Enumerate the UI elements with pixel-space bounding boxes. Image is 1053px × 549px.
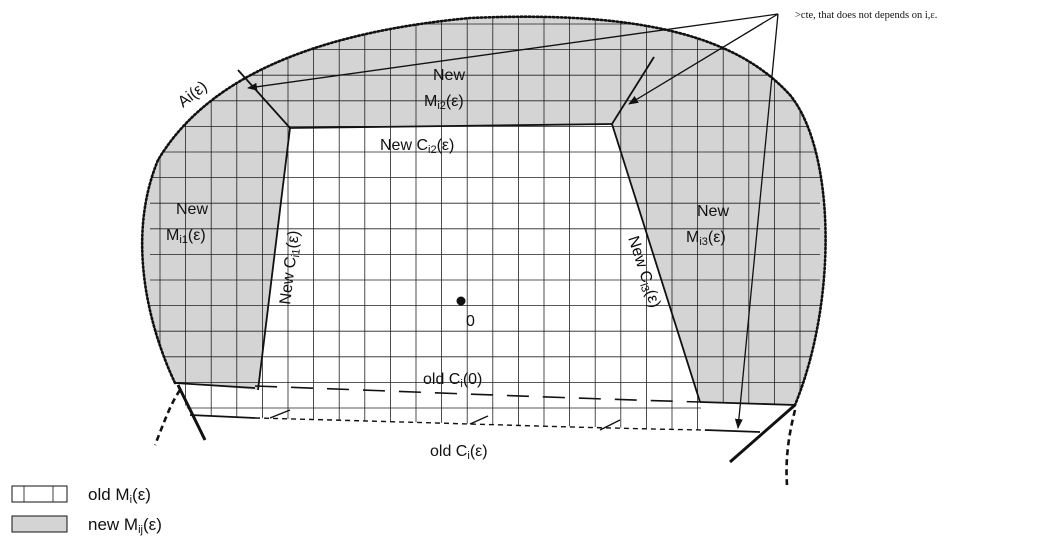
cut-top-left <box>237 69 291 129</box>
new-ci2-label: New Ci2(ε) <box>380 137 454 156</box>
new-region-shading <box>142 16 826 406</box>
origin-point <box>456 296 466 306</box>
legend-new-label: new Mij(ε) <box>88 515 162 536</box>
outer-boundary-ai <box>140 15 827 407</box>
old-ci0-label: old Ci(0) <box>423 371 482 390</box>
legend-old-swatch <box>11 485 68 503</box>
new-mi1-label: Mi1(ε) <box>166 227 206 246</box>
new-ci2-curve <box>289 123 613 129</box>
origin-label: 0 <box>466 313 475 330</box>
tick-marks <box>269 409 621 431</box>
cut-top-right <box>611 56 655 125</box>
cut-bottom-left <box>174 382 256 389</box>
new-ci1-curve <box>257 127 291 391</box>
arrow-to-top-right <box>628 13 779 105</box>
bottom-left-edge <box>189 414 256 419</box>
arrow-to-top-left <box>247 13 779 91</box>
new-ci3-curve <box>611 123 701 403</box>
corner-strokes <box>153 384 797 486</box>
new-mi3-label: Mi3(ε) <box>686 229 726 248</box>
new-mi2-label-new: New <box>433 67 465 84</box>
legend-old-label: old Mi(ε) <box>88 485 151 506</box>
new-curves <box>174 56 796 433</box>
old-cieps-curve <box>254 417 706 431</box>
new-ci1-label: New Ci1(ε) <box>277 230 305 306</box>
new-mi1-label-new: New <box>176 201 208 218</box>
arrow-to-bottom-right <box>734 13 779 429</box>
old-cieps-label: old Ci(ε) <box>430 443 488 462</box>
annotation-arrows <box>247 13 779 429</box>
cut-bottom-right <box>699 401 796 406</box>
legend-new-swatch <box>11 515 68 533</box>
legend: old Mi(ε) new Mij(ε) <box>11 485 162 536</box>
annotation-note: >cte, that does not depends on i,ε. <box>795 10 937 21</box>
old-region-grid <box>150 16 820 431</box>
new-mi2-label: Mi2(ε) <box>424 93 464 112</box>
new-mi3-label-new: New <box>697 203 729 220</box>
old-ci0-curve <box>254 385 701 403</box>
bottom-right-edge <box>704 429 761 433</box>
